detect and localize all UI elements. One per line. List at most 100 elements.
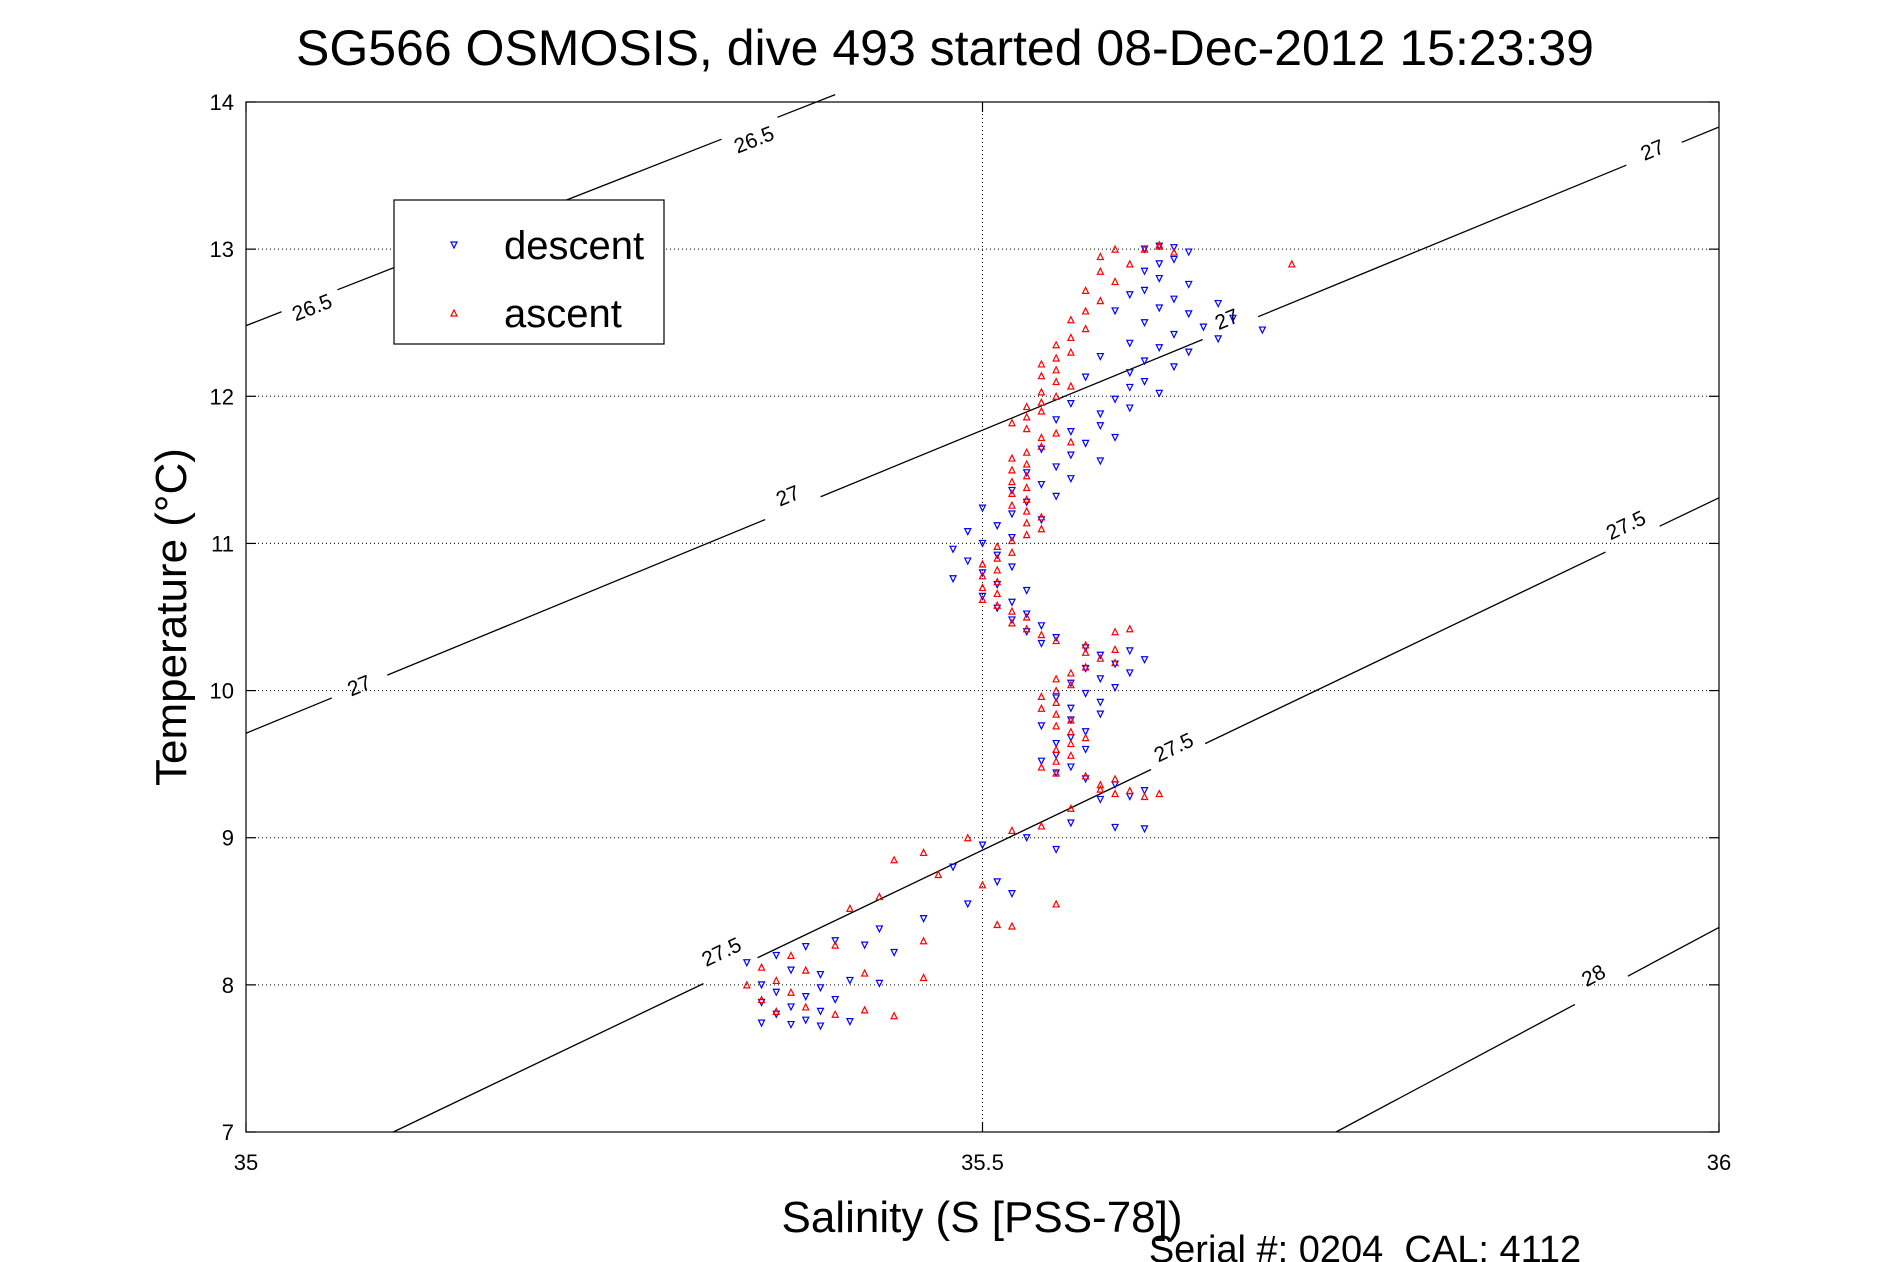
ascent-point: [1140, 792, 1149, 801]
y-tick-label: 12: [210, 384, 234, 409]
grid-lines: [246, 102, 1719, 1132]
ascent-point: [890, 855, 899, 864]
ascent-point: [1052, 365, 1061, 374]
descent-point: [993, 551, 1002, 560]
ascent-point: [1007, 536, 1016, 545]
descent-point: [757, 981, 766, 990]
isopycnal-line: [387, 518, 766, 676]
descent-point: [1052, 739, 1061, 748]
descent-point: [772, 951, 781, 960]
ascent-point: [1037, 703, 1046, 712]
ascent-point: [1111, 627, 1120, 636]
ascent-point: [1052, 353, 1061, 362]
descent-point: [1125, 647, 1134, 656]
ascent-point: [801, 1002, 810, 1011]
ascent-point: [1007, 418, 1016, 427]
ascent-point: [1052, 745, 1061, 754]
x-tick-label: 35.5: [961, 1150, 1004, 1175]
descent-point: [1140, 656, 1149, 665]
descent-point: [1007, 598, 1016, 607]
descent-point: [801, 993, 810, 1001]
ascent-point: [787, 987, 795, 996]
ascent-point: [772, 1007, 781, 1015]
descent-point: [1111, 433, 1120, 442]
ascent-point: [993, 589, 1002, 598]
descent-point: [831, 995, 840, 1004]
descent-point: [801, 1016, 810, 1025]
ascent-point: [978, 583, 987, 592]
ascent-point: [1066, 727, 1075, 736]
ascent-point: [1170, 247, 1178, 256]
descent-point: [1155, 274, 1164, 283]
ascent-point: [1022, 471, 1031, 480]
isopycnal-line: [820, 338, 1203, 498]
ascent-point: [1066, 803, 1075, 812]
descent-point: [963, 528, 972, 536]
descent-point: [1228, 314, 1237, 323]
descent-point: [1125, 669, 1134, 678]
descent-point: [1066, 679, 1075, 688]
ascent-point: [1037, 387, 1046, 396]
ascent-point: [772, 976, 781, 985]
ascent-point: [1081, 286, 1090, 294]
descent-point: [1007, 486, 1016, 495]
ascent-point: [1052, 636, 1061, 645]
ascent-point: [1052, 674, 1061, 683]
descent-point: [1007, 616, 1016, 625]
ascent-point: [978, 880, 987, 889]
descent-point: [1214, 335, 1223, 344]
descent-point: [993, 878, 1002, 887]
series-descent: [742, 242, 1267, 1031]
isopycnal-line: [1335, 1003, 1576, 1133]
ascent-point: [1007, 921, 1016, 930]
descent-point: [1170, 330, 1178, 339]
ascent-point: [1052, 377, 1061, 386]
isopycnal-line: [1627, 926, 1720, 977]
ascent-point: [993, 600, 1002, 609]
descent-point: [1081, 689, 1090, 698]
ascent-point: [1037, 512, 1046, 521]
ascent-point: [1125, 259, 1134, 268]
descent-point: [1111, 684, 1120, 692]
ascent-point: [1066, 381, 1075, 390]
ascent-point: [1096, 296, 1105, 305]
ascent-point: [1111, 645, 1120, 653]
y-axis-label: Temperature (°C): [147, 448, 196, 786]
descent-point: [875, 925, 884, 934]
descent-point: [1022, 586, 1031, 595]
y-tick-label: 10: [210, 679, 234, 704]
ascent-point: [831, 1009, 840, 1018]
ascent-point: [1111, 774, 1120, 783]
descent-point: [816, 1022, 825, 1031]
ascent-point: [1037, 371, 1046, 380]
ascent-point: [993, 553, 1002, 562]
ascent-point: [1287, 259, 1296, 268]
ascent-point: [1111, 244, 1120, 253]
descent-point: [1155, 304, 1164, 313]
ascent-point: [742, 980, 751, 989]
descent-point: [1096, 422, 1105, 431]
descent-point: [1096, 795, 1105, 804]
ascent-point: [1037, 821, 1046, 830]
ascent-point: [1066, 680, 1075, 689]
ascent-point: [1052, 899, 1061, 908]
descent-point: [1096, 457, 1105, 466]
ascent-point: [1066, 437, 1075, 446]
ascent-point: [1007, 465, 1016, 474]
ascent-point: [757, 962, 766, 971]
ascent-point: [1052, 756, 1061, 765]
descent-point: [1155, 260, 1164, 269]
descent-point: [1170, 255, 1178, 264]
isopycnal-line: [1659, 497, 1720, 527]
ascent-point: [1037, 406, 1046, 415]
descent-point: [1007, 533, 1016, 542]
ascent-point: [1007, 489, 1016, 497]
ascent-point: [890, 1011, 899, 1020]
descent-point: [1037, 757, 1046, 766]
descent-point: [978, 504, 987, 513]
descent-point: [1052, 633, 1061, 642]
legend-marker-descent: [450, 241, 458, 250]
ascent-point: [1052, 721, 1061, 730]
ascent-point: [1022, 518, 1031, 527]
descent-point: [1022, 610, 1031, 619]
